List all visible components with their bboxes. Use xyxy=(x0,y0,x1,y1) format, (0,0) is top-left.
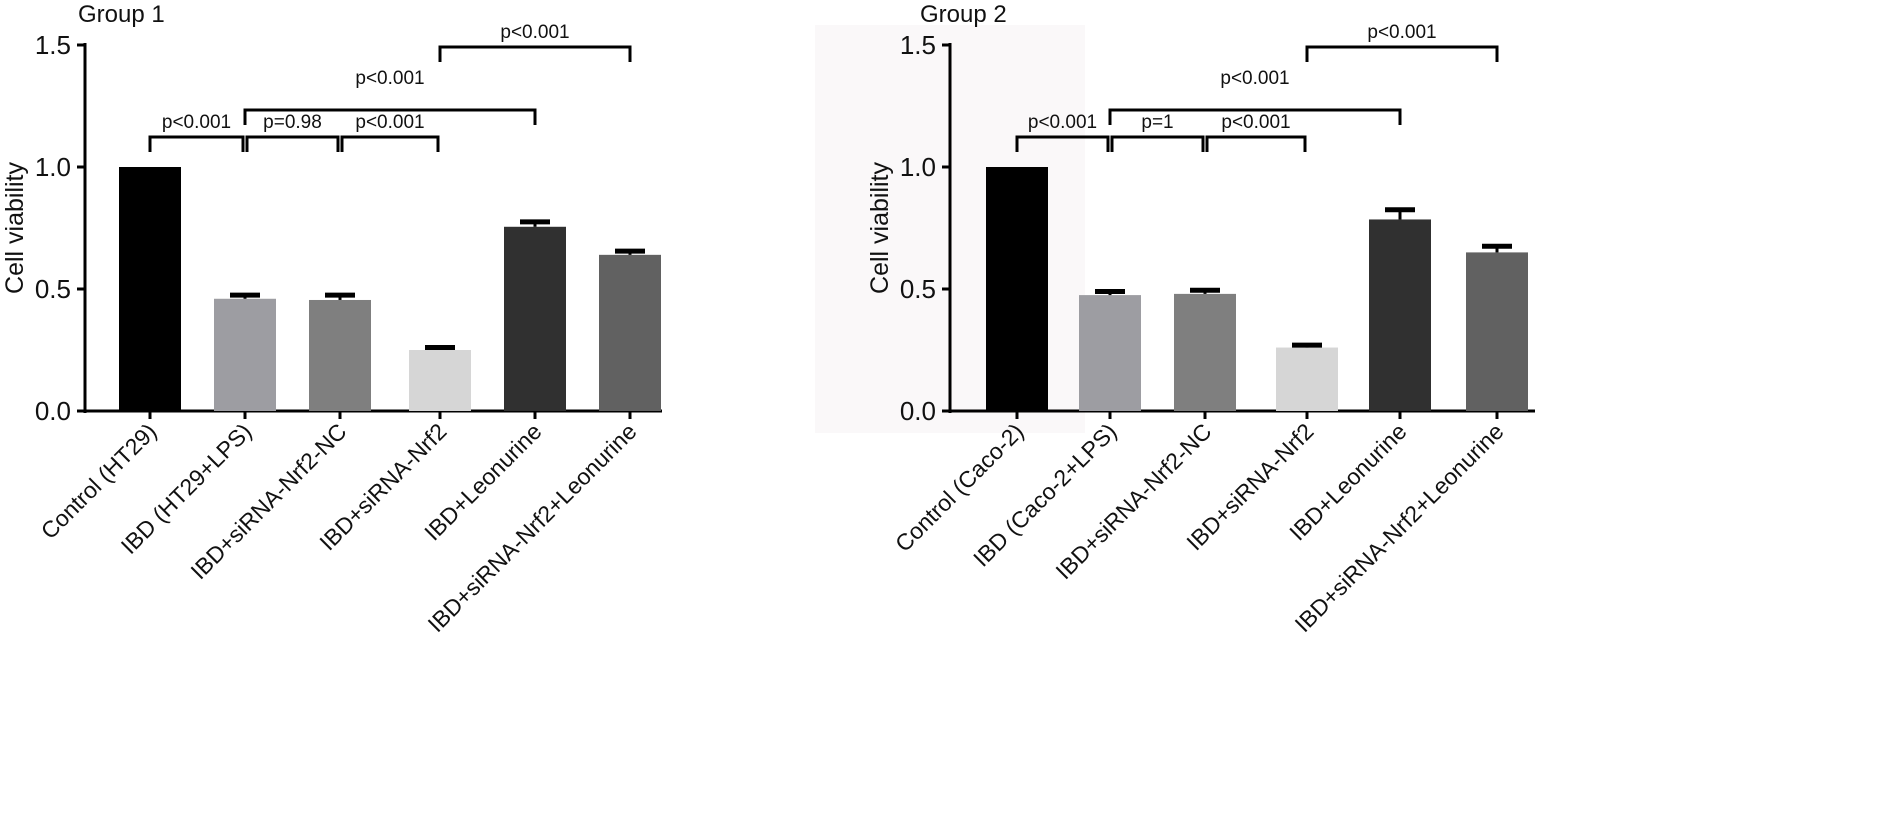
bar xyxy=(504,226,566,411)
bar xyxy=(409,350,471,411)
y-axis-label: Cell viability xyxy=(1,162,29,294)
significance-bracket xyxy=(1015,135,1110,152)
y-tick-label: 1.5 xyxy=(900,30,936,60)
y-tick-label: 0.5 xyxy=(35,274,71,304)
bar xyxy=(119,167,181,411)
bar xyxy=(309,299,371,411)
bar xyxy=(214,298,276,411)
p-value-label: p<0.001 xyxy=(1367,22,1436,43)
bar xyxy=(1466,252,1528,411)
p-value-label: p<0.001 xyxy=(1028,112,1097,133)
bar xyxy=(1369,219,1431,411)
significance-bracket xyxy=(1205,135,1307,152)
y-axis-label: Cell viability xyxy=(866,162,894,294)
y-tick-label: 0.0 xyxy=(35,396,71,426)
chart-title: Group 1 xyxy=(78,1,165,28)
significance-bracket xyxy=(438,45,632,62)
p-value-label: p<0.001 xyxy=(162,112,231,133)
y-tick-label: 1.5 xyxy=(35,30,71,60)
bar xyxy=(1276,347,1338,411)
y-tick-label: 0.0 xyxy=(900,396,936,426)
bar xyxy=(986,167,1048,411)
x-tick-label: IBD+siRNA-Nrf2+Leonurine xyxy=(1289,418,1508,637)
significance-bracket xyxy=(243,108,537,125)
y-tick-label: 1.0 xyxy=(900,152,936,182)
p-value-label: p<0.001 xyxy=(500,22,569,43)
significance-bracket xyxy=(245,135,340,152)
bar xyxy=(599,254,661,411)
significance-bracket xyxy=(340,135,440,152)
bar xyxy=(1174,293,1236,411)
y-tick-label: 0.5 xyxy=(900,274,936,304)
p-value-label: p<0.001 xyxy=(355,112,424,133)
significance-bracket xyxy=(148,135,245,152)
p-value-label: p=0.98 xyxy=(263,112,322,133)
p-value-label: p<0.001 xyxy=(1220,68,1289,89)
x-tick-label: IBD+siRNA-Nrf2-NC xyxy=(1050,418,1216,584)
p-value-label: p<0.001 xyxy=(1221,112,1290,133)
significance-bracket xyxy=(1110,135,1205,152)
bar xyxy=(1079,295,1141,411)
chart-title: Group 2 xyxy=(920,1,1007,28)
significance-bracket xyxy=(1305,45,1499,62)
p-value-label: p=1 xyxy=(1141,112,1173,133)
x-tick-label: IBD+siRNA-Nrf2-NC xyxy=(185,418,351,584)
significance-bracket xyxy=(1108,108,1402,125)
p-value-label: p<0.001 xyxy=(355,68,424,89)
y-tick-label: 1.0 xyxy=(35,152,71,182)
